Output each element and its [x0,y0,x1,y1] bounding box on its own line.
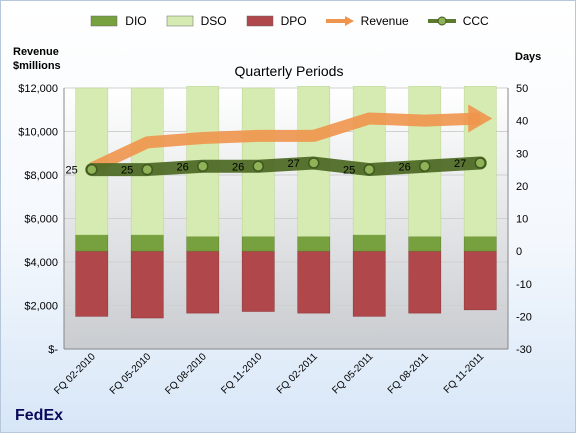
bar-dpo [297,250,331,314]
legend-item-revenue: Revenue [325,14,409,28]
y-right-tick-label: 50 [516,83,528,95]
legend-label: DIO [125,14,147,28]
ccc-data-label: 25 [66,165,78,177]
ccc-data-label: 27 [454,158,466,170]
bar-dio [352,234,386,252]
legend-swatch-ccc [427,16,456,26]
x-tick-label: FQ 05-2010 [108,351,154,397]
y-left-tick-label: $- [48,344,58,356]
bar-dio [130,234,164,252]
bar-dpo [130,250,164,319]
ccc-data-label: 26 [177,161,189,173]
x-tick-label: FQ 11-2011 [442,351,487,396]
ccc-point [141,163,153,176]
legend-item-dso: DSO [165,14,227,28]
y-right-tick-label: 20 [516,181,528,193]
legend: DIO DSO DPO Revenue CCC [1,14,575,28]
legend-item-ccc: CCC [427,14,489,28]
ccc-point [363,163,375,176]
bar-dio [297,236,331,252]
y-left-tick-label: $12,000 [18,83,58,95]
bar-dpo [463,250,497,311]
y-right-tick-label: -10 [516,279,532,291]
x-tick-label: FQ 02-2011 [275,351,320,396]
legend-item-dpo: DPO [245,14,307,28]
x-tick-label: FQ 05-2011 [330,351,375,396]
x-tick-label: FQ 08-2011 [386,351,431,396]
x-tick-label: FQ 02-2010 [52,351,98,397]
y-left-tick-label: $8,000 [24,170,58,182]
ccc-point [308,157,320,169]
bar-dso [130,87,164,236]
ccc-point [474,157,486,169]
series-line-revenue [89,112,481,174]
ccc-point [419,160,431,173]
y-axis-left-title-line1: Revenue [13,46,59,58]
bar-dpo [186,250,220,314]
x-tick-label: FQ 08-2010 [163,351,209,397]
bar-dpo [241,250,275,312]
ccc-data-label: 26 [399,161,411,173]
legend-label: DSO [200,14,227,28]
ccc-data-label: 25 [343,165,355,177]
legend-label: Revenue [360,14,409,28]
brand-label: FedEx [15,407,64,424]
y-left-tick-label: $2,000 [24,301,58,313]
bar-dio [186,236,220,252]
ccc-point [252,160,264,173]
x-tick-label: FQ 11-2010 [219,351,264,396]
y-right-tick-label: 10 [516,214,528,226]
y-right-tick-label: -20 [516,311,532,323]
bar-dpo [408,250,442,314]
y-right-tick-label: 0 [516,246,522,258]
y-axis-left-title: Revenue $millions [13,45,61,73]
series-line-ccc [85,156,487,177]
y-axis-right-title: Days [515,51,542,63]
bar-dio [408,236,442,252]
legend-swatch-dso [166,15,193,27]
y-left-tick-label: $6,000 [24,214,58,226]
bar-dpo [75,250,109,317]
bar-dio [241,236,275,252]
y-left-tick-label: $10,000 [18,127,58,139]
ccc-point [86,163,98,176]
legend-item-dio: DIO [89,14,147,28]
bar-dpo [352,250,386,317]
chart-title: Quarterly Periods [234,63,344,79]
y-right-tick-label: 30 [516,148,528,160]
ccc-data-label: 27 [288,158,300,170]
ccc-data-label: 25 [121,165,133,177]
bar-dio [463,236,497,252]
legend-swatch-revenue [325,16,354,26]
ccc-data-label: 26 [232,161,244,173]
legend-swatch-dio [91,15,118,27]
y-right-tick-label: -30 [516,344,532,356]
bar-dso [352,86,386,236]
y-right-tick-label: 40 [516,116,528,128]
ccc-point [197,160,209,173]
legend-label: CCC [462,14,489,28]
y-left-tick-label: $4,000 [24,257,58,269]
y-axis-left-title-line2: $millions [13,60,61,72]
revenue-arrow-head [468,104,493,133]
bar-dio [75,234,109,252]
legend-label: DPO [280,14,307,28]
legend-swatch-dpo [246,15,273,27]
